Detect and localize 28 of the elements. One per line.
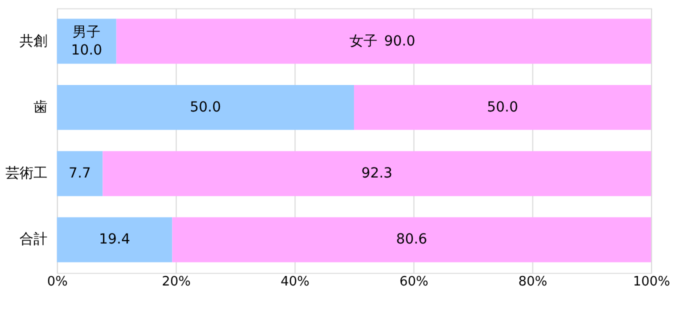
data-label: 19.4 xyxy=(98,232,130,248)
y-tick-label: 共創 xyxy=(19,33,48,50)
x-tick-label: 60% xyxy=(399,274,428,290)
data-label: 10.0 xyxy=(71,42,102,58)
series-label: 男子 xyxy=(72,24,101,40)
bar xyxy=(354,84,652,130)
bar xyxy=(56,217,172,262)
bar xyxy=(56,151,103,196)
data-label: 7.7 xyxy=(68,166,91,182)
y-tick-label: 芸術工 xyxy=(5,166,48,182)
x-tick-label: 100% xyxy=(633,274,670,290)
x-tick-label: 80% xyxy=(518,274,548,290)
y-tick-label: 歯 xyxy=(33,99,48,116)
x-tick-label: 40% xyxy=(280,274,310,290)
bar xyxy=(56,84,354,130)
data-label: 80.6 xyxy=(396,232,428,248)
x-tick-label: 0% xyxy=(47,274,68,290)
data-label: 50.0 xyxy=(190,99,222,116)
data-label: 50.0 xyxy=(486,99,518,116)
data-label: 90.0 xyxy=(384,33,416,50)
series-label: 女子 xyxy=(350,33,378,50)
bar xyxy=(102,151,652,196)
y-tick-label: 合計 xyxy=(19,232,48,248)
bar xyxy=(116,18,652,64)
data-label: 92.3 xyxy=(361,166,392,182)
bar xyxy=(56,18,116,64)
bar xyxy=(172,217,652,262)
x-tick-label: 20% xyxy=(162,274,191,290)
